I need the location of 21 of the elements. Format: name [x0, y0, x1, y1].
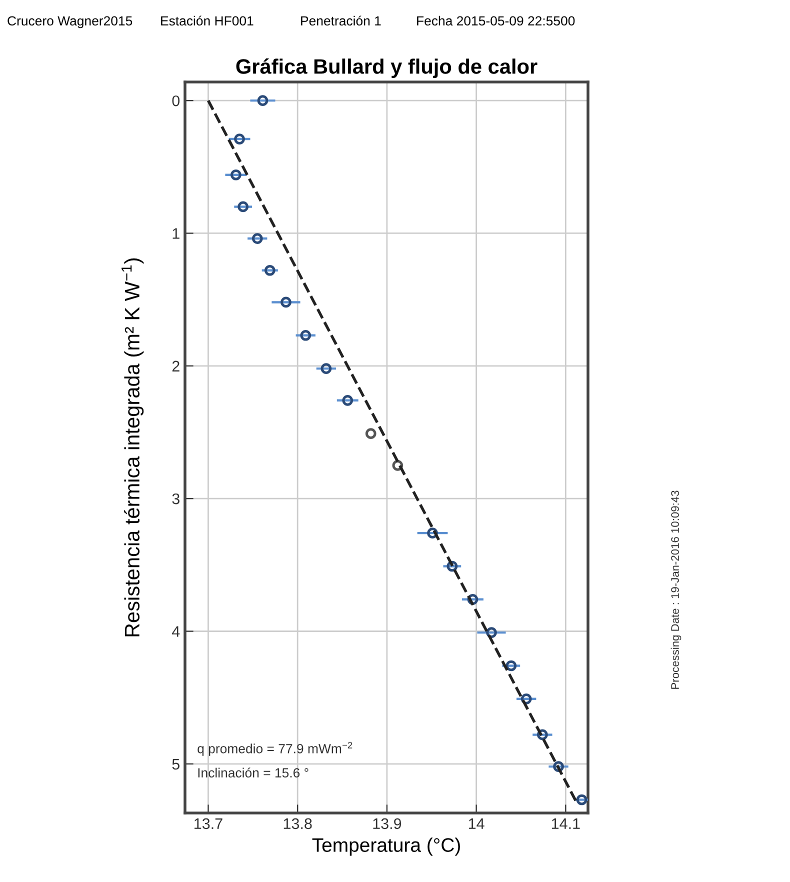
y-tick-label: 5	[172, 758, 180, 770]
annotation: Inclinación = 15.6 °	[198, 768, 308, 778]
x-tick-label: 13.9	[373, 818, 402, 830]
y-tick-label: 2	[172, 360, 180, 372]
x-tick-label: 14.1	[552, 818, 580, 829]
y-tick-label: 1	[172, 228, 180, 239]
text: Penetración 1	[301, 16, 381, 26]
text: Fecha 2015-05-09 22:5500	[417, 16, 575, 26]
x-tick-label: 14	[468, 818, 484, 829]
y-tick-label: 4	[172, 626, 180, 637]
x-axis-title: Temperatura (°C)	[312, 838, 460, 856]
y-tick-label: 3	[172, 493, 180, 504]
text: Processing Date : 19-Jan-2016 10:09:43	[670, 490, 682, 689]
text: Crucero Wagner2015	[8, 16, 132, 28]
x-tick-label: 13.8	[284, 818, 312, 830]
y-tick-label: 0	[172, 95, 180, 106]
annotation: q promedio = 77.9 mWm$^{−2}$	[198, 742, 352, 756]
text: Estación HF001	[161, 16, 254, 26]
x-tick-label: 13.7	[194, 818, 222, 830]
chart-title: Gráfica Bullard y flujo de calor	[236, 58, 538, 78]
y-axis-title: Resistencia térmica integrada (m² K W$^{−1}$)	[122, 258, 144, 636]
